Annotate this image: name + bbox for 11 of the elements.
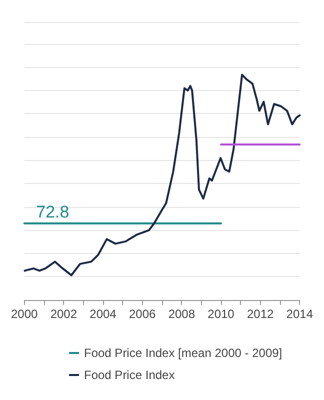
legend-label: Food Price Index	[84, 368, 175, 382]
annotation: 72.8	[36, 202, 70, 222]
x-tick-label: 2002	[50, 307, 78, 321]
x-tick-label: 2014	[286, 307, 314, 321]
legend-label: Food Price Index [mean 2000 - 2009]	[84, 346, 282, 360]
x-tick-label: 2000	[10, 307, 38, 321]
x-tick-label: 2012	[246, 307, 274, 321]
x-tick-label: 2010	[208, 307, 235, 321]
x-tick-label: 2008	[168, 307, 196, 321]
x-tick-label: 2006	[128, 307, 156, 321]
x-tick-label: 2004	[90, 307, 117, 321]
